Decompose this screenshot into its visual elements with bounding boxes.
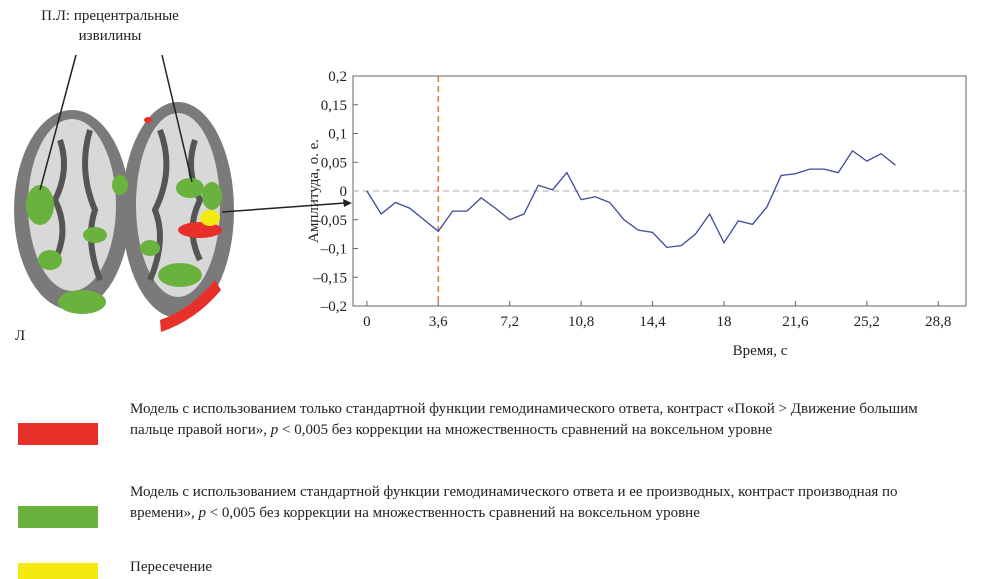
arrow	[222, 203, 345, 212]
x-tick-label: 25,2	[854, 314, 880, 330]
y-tick-label: 0,2	[328, 69, 347, 85]
legend-text: Модель с использованием только стандартн…	[130, 399, 950, 441]
x-tick-label: 10,8	[568, 314, 594, 330]
y-tick-label: –0,1	[320, 242, 347, 258]
legend-swatch	[18, 563, 98, 579]
side-label: Л	[15, 328, 25, 344]
x-tick-label: 21,6	[782, 314, 809, 330]
x-tick-label: 14,4	[639, 314, 666, 330]
legend-text: Модель с использованием стандартной функ…	[130, 482, 950, 524]
x-tick-label: 0	[363, 314, 371, 330]
legend-text-part: < 0,005 без коррекции на множественность…	[278, 422, 772, 438]
y-tick-label: 0,15	[321, 98, 347, 114]
y-tick-label: 0,05	[321, 155, 347, 171]
figure: П.Л: прецентральныеизвилины Л Время, с А…	[0, 0, 983, 579]
brain-image	[14, 102, 234, 332]
legend-text: Пересечение	[130, 557, 950, 578]
legend-swatch	[18, 506, 98, 528]
arrow-head	[343, 199, 352, 207]
y-tick-label: –0,15	[312, 270, 347, 286]
y-tick-label: –0,2	[320, 299, 347, 315]
x-tick-label: 28,8	[925, 314, 951, 330]
data-line	[367, 151, 895, 248]
legend-text-part: Пересечение	[130, 559, 212, 575]
y-tick-label: 0	[340, 184, 348, 200]
x-tick-label: 7,2	[500, 314, 519, 330]
x-tick-label: 18	[716, 314, 731, 330]
legend-text-part: < 0,005 без коррекции на множественность…	[206, 505, 700, 521]
legend-swatch	[18, 423, 98, 445]
y-tick-label: 0,1	[328, 127, 347, 143]
x-tick-label: 3,6	[429, 314, 448, 330]
x-axis-label: Время, с	[733, 343, 788, 359]
y-tick-label: –0,05	[312, 213, 347, 229]
legend-text-part: p	[198, 505, 206, 521]
